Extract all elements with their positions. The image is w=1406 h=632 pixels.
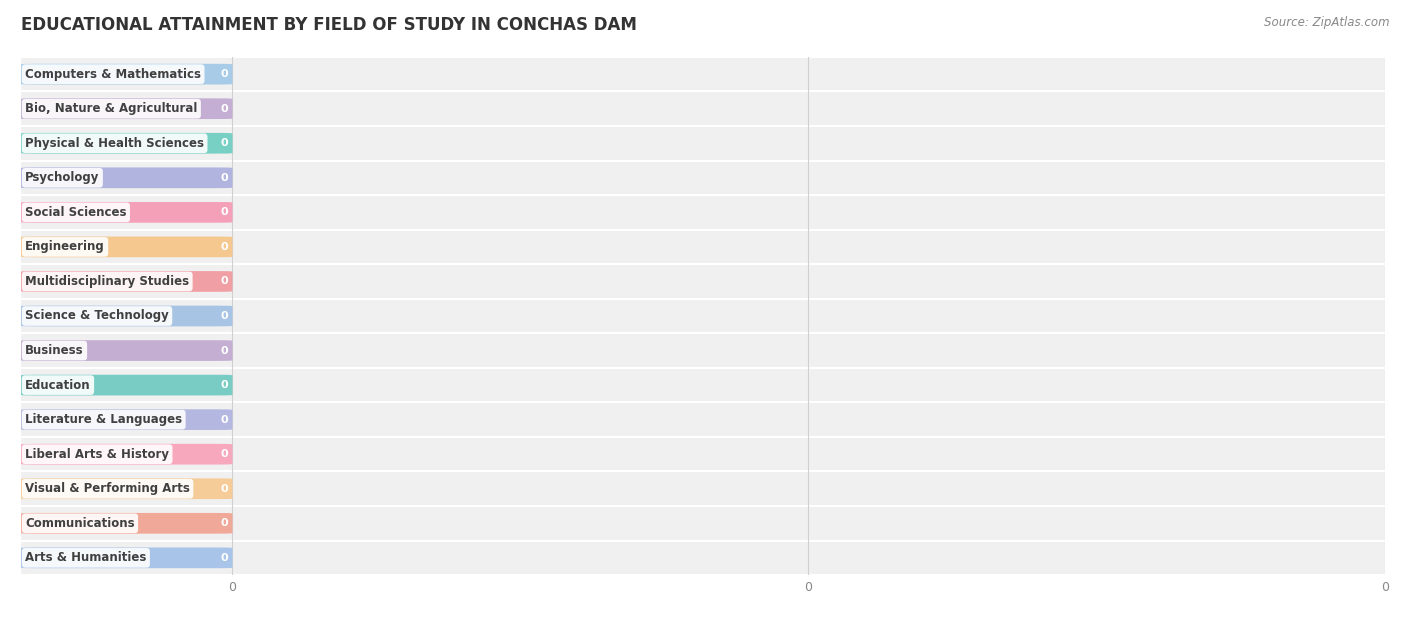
Text: 0: 0 — [221, 69, 228, 79]
Bar — [21, 92, 1385, 126]
Text: Visual & Performing Arts: Visual & Performing Arts — [25, 482, 190, 495]
Text: 0: 0 — [221, 138, 228, 149]
Text: 0: 0 — [221, 346, 228, 356]
Bar — [21, 437, 1385, 471]
Text: Science & Technology: Science & Technology — [25, 310, 169, 322]
FancyBboxPatch shape — [21, 410, 232, 430]
Text: Arts & Humanities: Arts & Humanities — [25, 551, 146, 564]
FancyBboxPatch shape — [21, 444, 232, 465]
Text: 0: 0 — [221, 104, 228, 114]
FancyBboxPatch shape — [21, 271, 232, 292]
Bar — [21, 299, 1385, 333]
Text: Computers & Mathematics: Computers & Mathematics — [25, 68, 201, 81]
FancyBboxPatch shape — [21, 340, 232, 361]
Text: 0: 0 — [221, 483, 228, 494]
FancyBboxPatch shape — [21, 133, 232, 154]
Text: Social Sciences: Social Sciences — [25, 206, 127, 219]
Text: Source: ZipAtlas.com: Source: ZipAtlas.com — [1264, 16, 1389, 29]
Text: 0: 0 — [221, 415, 228, 425]
Bar — [21, 126, 1385, 161]
Text: Psychology: Psychology — [25, 171, 100, 185]
Text: 0: 0 — [221, 173, 228, 183]
Text: Multidisciplinary Studies: Multidisciplinary Studies — [25, 275, 190, 288]
FancyBboxPatch shape — [21, 167, 232, 188]
FancyBboxPatch shape — [21, 99, 232, 119]
Bar — [21, 368, 1385, 403]
Bar — [21, 264, 1385, 299]
Text: Bio, Nature & Agricultural: Bio, Nature & Agricultural — [25, 102, 198, 115]
Bar — [21, 403, 1385, 437]
Text: Education: Education — [25, 379, 91, 392]
Text: Business: Business — [25, 344, 84, 357]
Text: 0: 0 — [221, 207, 228, 217]
Text: 0: 0 — [221, 380, 228, 390]
Bar — [21, 195, 1385, 229]
Bar — [21, 229, 1385, 264]
FancyBboxPatch shape — [21, 306, 232, 326]
FancyBboxPatch shape — [21, 478, 232, 499]
Bar — [21, 161, 1385, 195]
Bar — [21, 57, 1385, 92]
Text: 0: 0 — [221, 518, 228, 528]
FancyBboxPatch shape — [21, 202, 232, 222]
Bar — [21, 540, 1385, 575]
FancyBboxPatch shape — [21, 64, 232, 85]
Bar — [21, 471, 1385, 506]
Bar — [21, 506, 1385, 540]
FancyBboxPatch shape — [21, 236, 232, 257]
Text: 0: 0 — [221, 311, 228, 321]
Text: Literature & Languages: Literature & Languages — [25, 413, 183, 426]
Text: 0: 0 — [221, 276, 228, 286]
Text: EDUCATIONAL ATTAINMENT BY FIELD OF STUDY IN CONCHAS DAM: EDUCATIONAL ATTAINMENT BY FIELD OF STUDY… — [21, 16, 637, 33]
Text: Physical & Health Sciences: Physical & Health Sciences — [25, 137, 204, 150]
Text: Engineering: Engineering — [25, 240, 105, 253]
Text: 0: 0 — [221, 242, 228, 252]
Text: Communications: Communications — [25, 517, 135, 530]
FancyBboxPatch shape — [21, 513, 232, 533]
Text: 0: 0 — [221, 449, 228, 459]
Text: Liberal Arts & History: Liberal Arts & History — [25, 447, 169, 461]
FancyBboxPatch shape — [21, 547, 232, 568]
Bar — [21, 333, 1385, 368]
Text: 0: 0 — [221, 553, 228, 563]
FancyBboxPatch shape — [21, 375, 232, 396]
